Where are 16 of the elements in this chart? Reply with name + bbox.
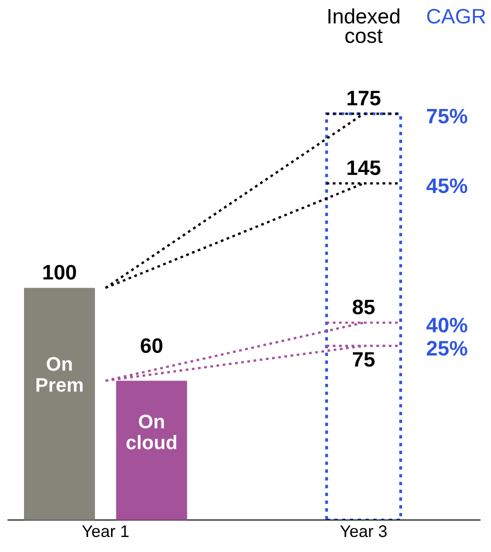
data-label: 100: [43, 264, 76, 280]
annotation: 40%: [426, 318, 468, 332]
text: Indexed cost: [328, 8, 400, 44]
series-label: On Prem: [36, 357, 83, 392]
annotation: 25%: [426, 340, 468, 356]
data-label: 175: [348, 90, 380, 106]
text: CAGR: [427, 8, 486, 24]
data-label: 85: [352, 300, 375, 314]
annotation: 75%: [427, 108, 468, 124]
annotation: 45%: [426, 178, 468, 194]
x-tick-label: Year 1: [82, 525, 129, 538]
series-label: On cloud: [126, 414, 176, 450]
data-label: 145: [348, 160, 380, 176]
data-label: 60: [140, 338, 162, 353]
x-tick-label: Year 3: [340, 525, 387, 538]
data-label: 75: [352, 352, 375, 367]
